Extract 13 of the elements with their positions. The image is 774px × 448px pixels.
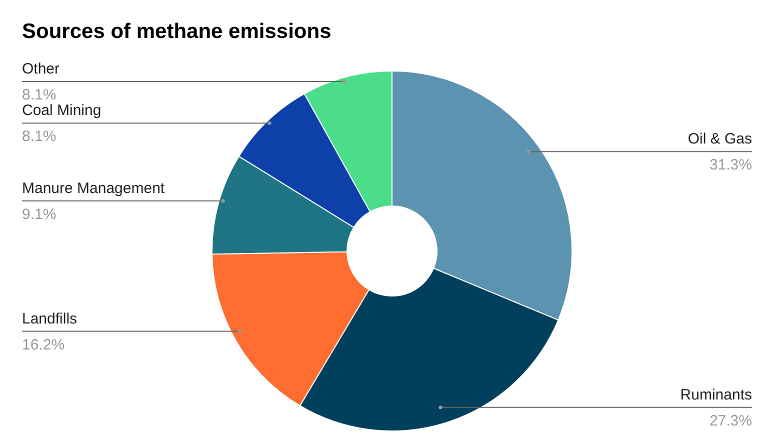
data-label: 8.1% (22, 128, 56, 146)
data-label: 16.2% (22, 336, 65, 354)
data-label: 8.1% (22, 86, 56, 104)
data-label: 31.3% (709, 156, 752, 174)
slice-label: Other (22, 60, 60, 78)
slice-label: Oil & Gas (688, 130, 752, 148)
chart-title: Sources of methane emissions (22, 20, 332, 44)
slice-label: Ruminants (680, 386, 752, 404)
data-label: 9.1% (22, 206, 56, 223)
slice-label: Landfills (22, 310, 78, 328)
data-label: 27.3% (709, 412, 752, 430)
slice-label: Coal Mining (22, 102, 102, 120)
slice-label: Manure Management (22, 180, 166, 197)
